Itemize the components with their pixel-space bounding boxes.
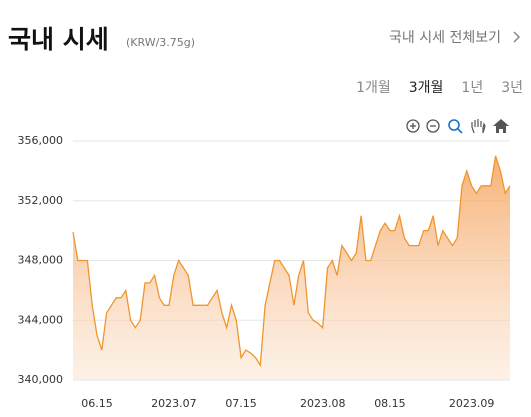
x-tick-label: 2023.09 — [449, 397, 495, 410]
y-tick-label: 356,000 — [18, 134, 64, 147]
period-tabs: 1개월 3개월 1년 3년 — [356, 77, 523, 97]
x-tick-label: 06.15 — [81, 397, 113, 410]
tab[interactable]: 3년 — [501, 80, 523, 96]
line — [72, 155, 511, 368]
x-tick-label: 2023.08 — [300, 397, 346, 410]
zoom-icon[interactable] — [448, 119, 463, 134]
area — [73, 155, 510, 380]
pan-icon[interactable] — [471, 119, 486, 134]
chevron-icon — [513, 31, 521, 43]
y-tick-label: 344,000 — [18, 313, 64, 326]
x-tick-label: 08.15 — [374, 397, 406, 410]
chart-toolbar — [406, 119, 509, 134]
y-tick-label: 352,000 — [18, 194, 64, 207]
tab[interactable]: 3개월 — [408, 80, 444, 96]
x-tick-label: 2023.07 — [151, 397, 197, 410]
view-all-link[interactable]: 국내 시세 전체보기 — [389, 30, 501, 46]
tab[interactable]: 1년 — [461, 80, 484, 96]
unit-label: (KRW/3.75g) — [126, 36, 196, 49]
home-icon[interactable] — [493, 119, 509, 133]
zoom-in-icon[interactable] — [406, 119, 420, 133]
zoom-out-icon[interactable] — [426, 119, 440, 133]
y-tick-label: 348,000 — [18, 254, 64, 267]
y-tick-label: 340,000 — [18, 373, 64, 386]
tab[interactable]: 1개월 — [356, 80, 391, 96]
x-tick-label: 07.15 — [225, 397, 257, 410]
page-title: 국내 시세 — [8, 25, 109, 54]
